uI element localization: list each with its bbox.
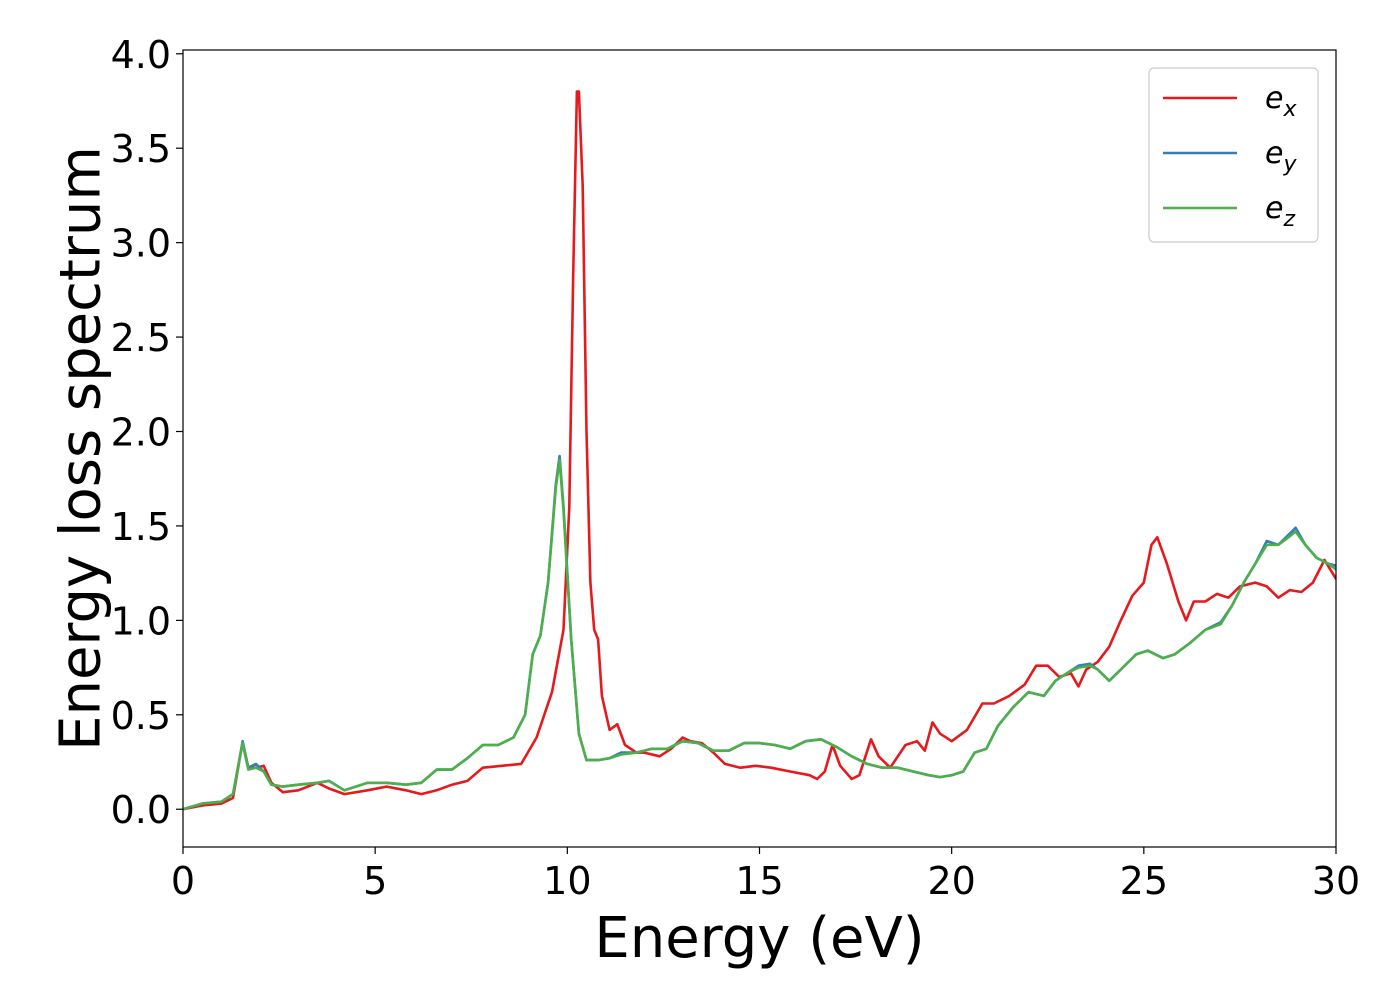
x-tick-label: 15 (735, 859, 783, 903)
y-axis-label: Energy loss spectrum (49, 146, 114, 751)
plot-background (183, 50, 1336, 847)
x-axis-ticks: 0 5 10 15 20 25 30 (171, 847, 1360, 903)
y-tick-label: 3.5 (111, 127, 171, 171)
x-axis-label: Energy (eV) (594, 906, 924, 971)
y-tick-label: 0.0 (111, 788, 171, 832)
x-tick-label: 5 (363, 859, 387, 903)
y-tick-label: 0.5 (111, 694, 171, 738)
legend-entry-e-x: ex (1265, 81, 1297, 122)
series-line-e-z (183, 458, 1336, 811)
y-tick-label: 2.0 (111, 411, 171, 455)
y-tick-label: 3.0 (111, 222, 171, 266)
legend-entry-e-y: ey (1265, 136, 1297, 177)
series-line-e-x (183, 90, 1336, 811)
y-tick-label: 2.5 (111, 316, 171, 360)
legend-entry-e-z: ez (1265, 191, 1295, 232)
x-tick-label: 20 (927, 859, 975, 903)
legend-box (1148, 67, 1319, 243)
y-tick-label: 1.0 (111, 599, 171, 643)
x-tick-label: 25 (1120, 859, 1168, 903)
x-tick-label: 10 (543, 859, 591, 903)
x-tick-label: 30 (1312, 859, 1360, 903)
legend: ex ey ez (1148, 67, 1319, 243)
y-tick-label: 1.5 (111, 505, 171, 549)
series-layer (183, 90, 1336, 811)
x-tick-label: 0 (171, 859, 195, 903)
y-axis-ticks: 0.0 0.5 1.0 1.5 2.0 2.5 3.0 3.5 4.0 (111, 33, 183, 832)
y-tick-label: 4.0 (111, 33, 171, 77)
